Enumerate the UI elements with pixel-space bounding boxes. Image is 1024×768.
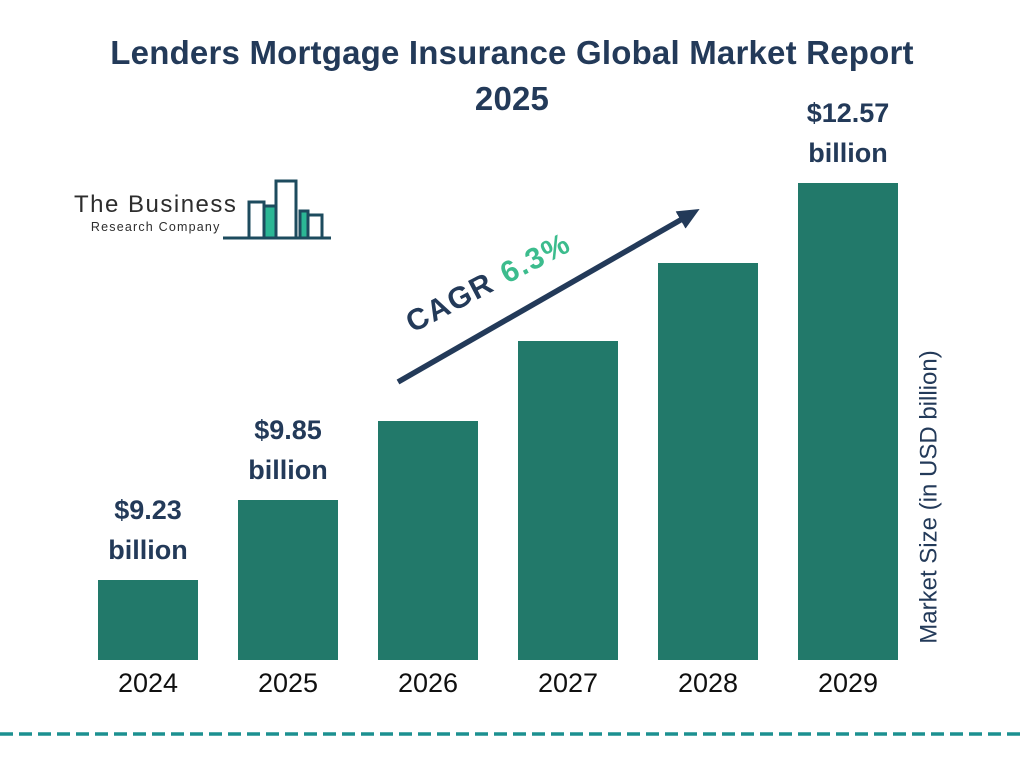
x-tick-label-2028: 2028 <box>677 668 739 698</box>
logo-subname: Research Company <box>90 220 221 234</box>
bar-value-label-2029: $12.57 billion <box>806 98 890 168</box>
x-tick-label-2027: 2027 <box>537 668 599 698</box>
company-logo: The Business Research Company <box>74 178 333 244</box>
bar-value-label-2025: $9.85 billion <box>248 415 328 485</box>
x-tick-label-2024: 2024 <box>117 668 179 698</box>
bar-column-2026: 2026 <box>378 421 478 698</box>
bar-column-2029: $12.57 billion 2029 <box>798 98 898 698</box>
cagr-value: 6.3% <box>494 226 577 291</box>
bar-2026 <box>378 421 478 660</box>
bar-column-2024: $9.23 billion 2024 <box>98 495 198 698</box>
y-axis-label: Market Size (in USD billion) <box>915 350 943 644</box>
bar-2027 <box>518 341 618 660</box>
bar-2024 <box>98 580 198 660</box>
bar-2029 <box>798 183 898 660</box>
bar-column-2027: 2027 <box>518 341 618 698</box>
bar-2025 <box>238 500 338 660</box>
x-tick-label-2029: 2029 <box>817 668 879 698</box>
cagr-label: CAGR <box>400 266 500 340</box>
x-tick-label-2026: 2026 <box>397 668 459 698</box>
bar-2028 <box>658 263 758 660</box>
chart-title: Lenders Mortgage Insurance Global Market… <box>110 34 914 117</box>
logo-name: The Business <box>74 191 238 218</box>
cagr-annotation: CAGR6.3% <box>390 221 591 353</box>
logo-bars-icon <box>223 179 332 240</box>
bar-value-label-2024: $9.23 billion <box>108 495 188 565</box>
logo-text: The Business Research Company <box>74 191 237 244</box>
x-tick-label-2025: 2025 <box>257 668 319 698</box>
bar-column-2028: 2028 <box>658 263 758 698</box>
bar-column-2025: $9.85 billion 2025 <box>238 415 338 698</box>
bottom-dashed-divider <box>0 732 1024 736</box>
